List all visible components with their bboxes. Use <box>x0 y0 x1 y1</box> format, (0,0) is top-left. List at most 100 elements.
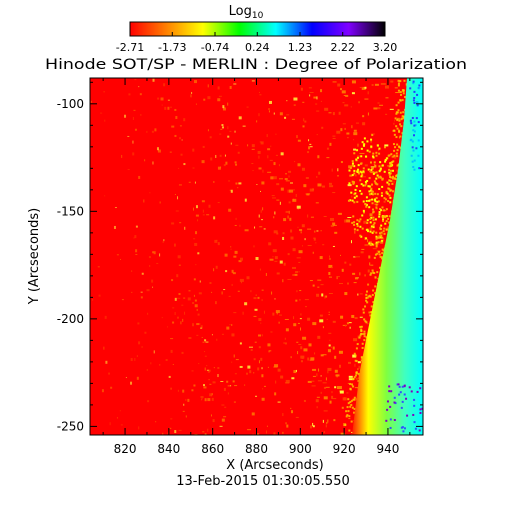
speckle <box>297 322 300 324</box>
speckle <box>361 248 365 250</box>
speckle <box>151 279 154 283</box>
speckle <box>390 163 393 166</box>
speckle <box>234 130 236 133</box>
speckle <box>267 148 271 151</box>
speckle <box>274 364 279 368</box>
speckle <box>328 314 330 316</box>
speckle <box>370 192 373 195</box>
speckle <box>371 155 374 158</box>
limb-pixel <box>413 90 416 93</box>
speckle <box>285 328 289 332</box>
speckle <box>351 174 354 177</box>
speckle <box>381 185 384 188</box>
speckle <box>353 223 356 226</box>
limb-pixel <box>413 124 416 127</box>
speckle <box>230 142 232 145</box>
speckle <box>205 341 209 343</box>
speckle <box>369 217 372 220</box>
speckle <box>138 175 141 179</box>
speckle <box>328 255 330 258</box>
limb-pixel <box>411 116 414 119</box>
speckle <box>135 225 138 228</box>
speckle <box>203 98 206 101</box>
speckle <box>361 173 364 176</box>
speckle <box>381 216 384 219</box>
speckle <box>375 208 378 210</box>
speckle <box>238 116 242 120</box>
speckle <box>317 335 321 339</box>
speckle <box>364 155 367 158</box>
speckle <box>382 230 385 233</box>
speckle <box>268 100 272 104</box>
speckle <box>381 256 384 259</box>
speckle <box>196 308 198 311</box>
speckle <box>225 270 228 273</box>
speckle <box>401 99 404 102</box>
limb-pixel <box>412 82 415 85</box>
speckle <box>171 279 174 282</box>
speckle <box>365 296 368 299</box>
speckle <box>375 235 378 238</box>
speckle <box>365 293 368 296</box>
speckle <box>353 396 356 399</box>
speckle <box>364 180 367 183</box>
speckle <box>237 151 240 154</box>
speckle <box>195 205 198 209</box>
speckle <box>332 135 336 137</box>
limb-pixel <box>411 160 414 163</box>
speckle <box>332 245 335 247</box>
speckle <box>369 314 372 317</box>
speckle <box>399 111 402 114</box>
speckle <box>260 322 262 324</box>
speckle <box>258 214 260 218</box>
speckle <box>363 330 366 333</box>
speckle <box>128 93 131 96</box>
speckle <box>213 367 215 369</box>
speckle <box>284 337 286 340</box>
speckle <box>381 177 384 180</box>
speckle <box>270 176 274 180</box>
speckle <box>354 256 360 258</box>
speckle <box>389 108 394 110</box>
speckle <box>396 149 399 152</box>
speckle <box>398 130 401 133</box>
speckle <box>273 366 278 368</box>
speckle <box>353 165 356 168</box>
speckle <box>340 254 342 256</box>
speckle <box>297 163 301 167</box>
speckle <box>361 214 364 217</box>
speckle <box>342 324 347 326</box>
speckle <box>166 432 169 434</box>
speckle <box>284 178 288 181</box>
limb-edge-pixels <box>385 80 423 433</box>
speckle <box>353 169 356 172</box>
speckle <box>394 87 398 89</box>
colorbar-tick-label: -2.71 <box>116 41 144 54</box>
speckle <box>231 361 233 363</box>
speckle <box>174 297 177 301</box>
speckle <box>230 248 232 250</box>
speckle <box>363 339 366 342</box>
speckle <box>362 122 366 126</box>
speckle <box>170 338 174 340</box>
speckle <box>317 279 322 281</box>
speckle <box>354 363 356 367</box>
speckle <box>397 109 400 112</box>
speckle <box>356 229 359 232</box>
speckle <box>272 249 277 253</box>
limb-pixel <box>399 391 402 394</box>
speckle <box>266 430 268 434</box>
speckle <box>184 226 186 230</box>
speckle <box>367 269 370 273</box>
speckle <box>354 192 357 195</box>
speckle <box>368 255 371 259</box>
speckle <box>384 160 387 163</box>
speckle <box>198 292 202 295</box>
speckle <box>332 346 335 350</box>
speckle <box>396 143 399 146</box>
limb-pixel <box>393 418 396 421</box>
x-tick-label: 860 <box>201 442 224 456</box>
speckle <box>394 155 397 159</box>
speckle <box>368 171 373 173</box>
limb-pixel <box>410 154 413 157</box>
